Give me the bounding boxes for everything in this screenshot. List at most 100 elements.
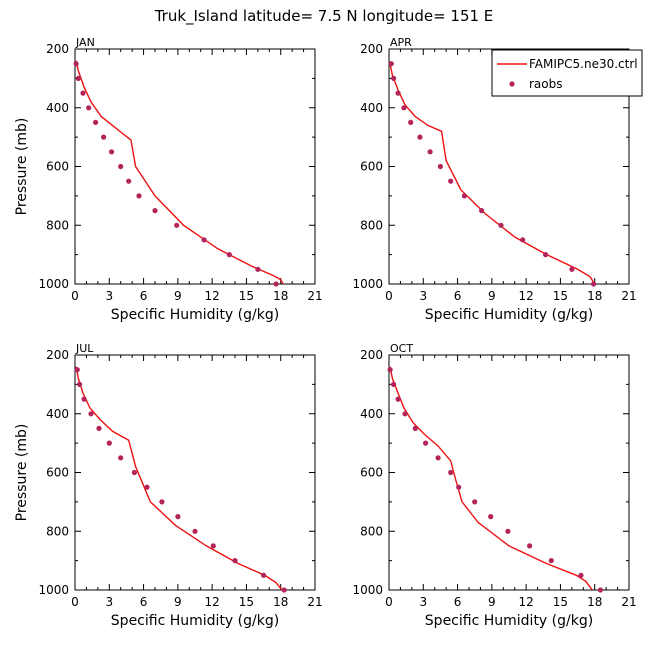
- raobs-point: [174, 222, 180, 228]
- x-tick-label: 9: [174, 595, 182, 609]
- x-tick-label: 3: [105, 289, 113, 303]
- raobs-point: [437, 163, 443, 170]
- raobs-point: [505, 528, 511, 534]
- plot-frame: [74, 48, 316, 285]
- panel-oct: OCT 0 3 6 9 12 15 18 21 200 400 600 800 1000 Specific …: [352, 342, 636, 629]
- raobs-point: [210, 543, 216, 549]
- x-tick-label: 18: [587, 595, 602, 609]
- x-tick-label: 9: [488, 289, 496, 303]
- x-tick-label: 6: [454, 289, 462, 303]
- raobs-point: [106, 440, 112, 446]
- x-axis-label: Specific Humidity (g/kg): [425, 613, 593, 629]
- x-tick-label: 3: [419, 289, 427, 303]
- x-tick-label: 6: [454, 595, 462, 609]
- y-tick-label: 1000: [352, 583, 383, 597]
- x-axis-label: Specific Humidity (g/kg): [111, 613, 279, 629]
- raobs-point: [118, 455, 124, 461]
- raobs-point: [74, 367, 80, 373]
- raobs-point: [232, 558, 238, 564]
- x-axis-label: Specific Humidity (g/kg): [111, 307, 279, 323]
- panel-jul: JUL 0 3 6 9 12 15 18 21 200 400 600 800 1000 Specific …: [14, 342, 323, 629]
- series-line-model: [75, 366, 283, 590]
- x-tick-label: 6: [140, 289, 148, 303]
- raobs-point: [144, 484, 150, 490]
- raobs-point: [201, 237, 207, 243]
- raobs-point: [591, 281, 597, 287]
- raobs-point: [597, 587, 604, 593]
- x-tick-label: 21: [621, 289, 636, 303]
- raobs-point: [152, 208, 158, 214]
- raobs-point: [388, 61, 394, 67]
- x-axis-label: Specific Humidity (g/kg): [425, 307, 593, 323]
- y-tick-label: 600: [360, 160, 383, 174]
- x-tick-label: 15: [239, 595, 254, 609]
- x-tick-label: 0: [385, 289, 393, 303]
- raobs-point: [408, 119, 414, 125]
- raobs-point: [427, 149, 433, 155]
- y-tick-label: 400: [46, 407, 69, 421]
- raobs-point: [75, 75, 81, 81]
- raobs-point: [391, 381, 397, 387]
- panel-jan: JAN 0 3 6 9 12 15 18 21 200 400 600 800 1000 Specific …: [14, 36, 323, 323]
- legend: FAMIPC5.ne30.ctrl raobs: [491, 49, 643, 97]
- x-tick-label: 3: [419, 595, 427, 609]
- x-tick-label: 15: [553, 289, 568, 303]
- raobs-point: [417, 134, 423, 140]
- x-tick-label: 3: [105, 595, 113, 609]
- raobs-point: [80, 90, 86, 96]
- y-tick-label: 800: [360, 524, 383, 538]
- raobs-point: [548, 558, 554, 564]
- x-tick-label: 18: [587, 289, 602, 303]
- raobs-point: [255, 266, 261, 272]
- x-tick-label: 15: [239, 289, 254, 303]
- raobs-point: [401, 105, 407, 111]
- raobs-point: [175, 514, 181, 520]
- x-tick-label: 21: [307, 595, 322, 609]
- raobs-point: [77, 381, 83, 387]
- raobs-point: [281, 587, 287, 593]
- y-axis-label: Pressure (mb): [14, 118, 30, 216]
- raobs-point: [261, 572, 267, 578]
- raobs-point: [578, 572, 584, 578]
- y-tick-label: 800: [360, 218, 383, 232]
- x-tick-label: 9: [488, 595, 496, 609]
- panel-label: APR: [390, 36, 412, 49]
- raobs-point: [543, 252, 549, 258]
- raobs-point: [456, 484, 462, 490]
- legend-label-raobs: raobs: [529, 77, 563, 91]
- y-tick-label: 600: [46, 466, 69, 480]
- raobs-point: [461, 193, 467, 199]
- raobs-point: [488, 514, 494, 520]
- raobs-point: [391, 75, 397, 81]
- raobs-point: [96, 425, 102, 431]
- figure-title: Truk_Island latitude= 7.5 N longitude= 1…: [154, 7, 494, 26]
- raobs-point: [73, 61, 79, 67]
- series-line-model: [389, 63, 596, 284]
- y-tick-label: 600: [360, 466, 383, 480]
- y-tick-label: 600: [46, 160, 69, 174]
- raobs-point: [479, 208, 485, 214]
- x-tick-label: 12: [205, 289, 220, 303]
- x-tick-label: 21: [621, 595, 636, 609]
- x-tick-label: 12: [519, 595, 534, 609]
- raobs-point: [226, 252, 232, 258]
- x-tick-label: 0: [385, 595, 393, 609]
- raobs-point: [448, 469, 454, 476]
- raobs-point: [86, 105, 92, 111]
- y-tick-label: 200: [46, 348, 69, 362]
- raobs-point: [118, 163, 124, 170]
- raobs-point: [435, 455, 441, 461]
- x-tick-label: 0: [71, 289, 79, 303]
- panel-label: JUL: [75, 342, 94, 355]
- raobs-point: [81, 396, 87, 402]
- panel-label: OCT: [390, 342, 413, 355]
- raobs-point: [126, 178, 132, 184]
- raobs-point: [192, 528, 198, 534]
- raobs-point: [159, 499, 165, 505]
- y-tick-label: 1000: [38, 583, 69, 597]
- raobs-point: [93, 119, 99, 125]
- raobs-point: [387, 367, 393, 373]
- y-tick-label: 800: [46, 524, 69, 538]
- x-tick-label: 6: [140, 595, 148, 609]
